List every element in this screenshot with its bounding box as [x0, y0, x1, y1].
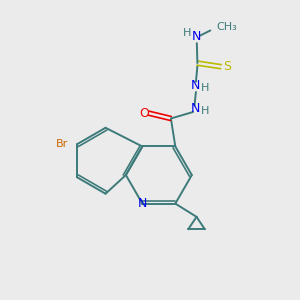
Text: Br: Br: [56, 139, 68, 149]
Text: O: O: [140, 107, 149, 120]
Text: H: H: [183, 28, 192, 38]
Text: N: N: [190, 102, 200, 115]
Text: CH₃: CH₃: [217, 22, 238, 32]
Text: N: N: [191, 79, 200, 92]
Text: N: N: [138, 197, 147, 210]
Text: H: H: [201, 106, 209, 116]
Text: N: N: [191, 30, 201, 43]
Text: S: S: [223, 60, 231, 73]
Text: H: H: [201, 83, 209, 94]
